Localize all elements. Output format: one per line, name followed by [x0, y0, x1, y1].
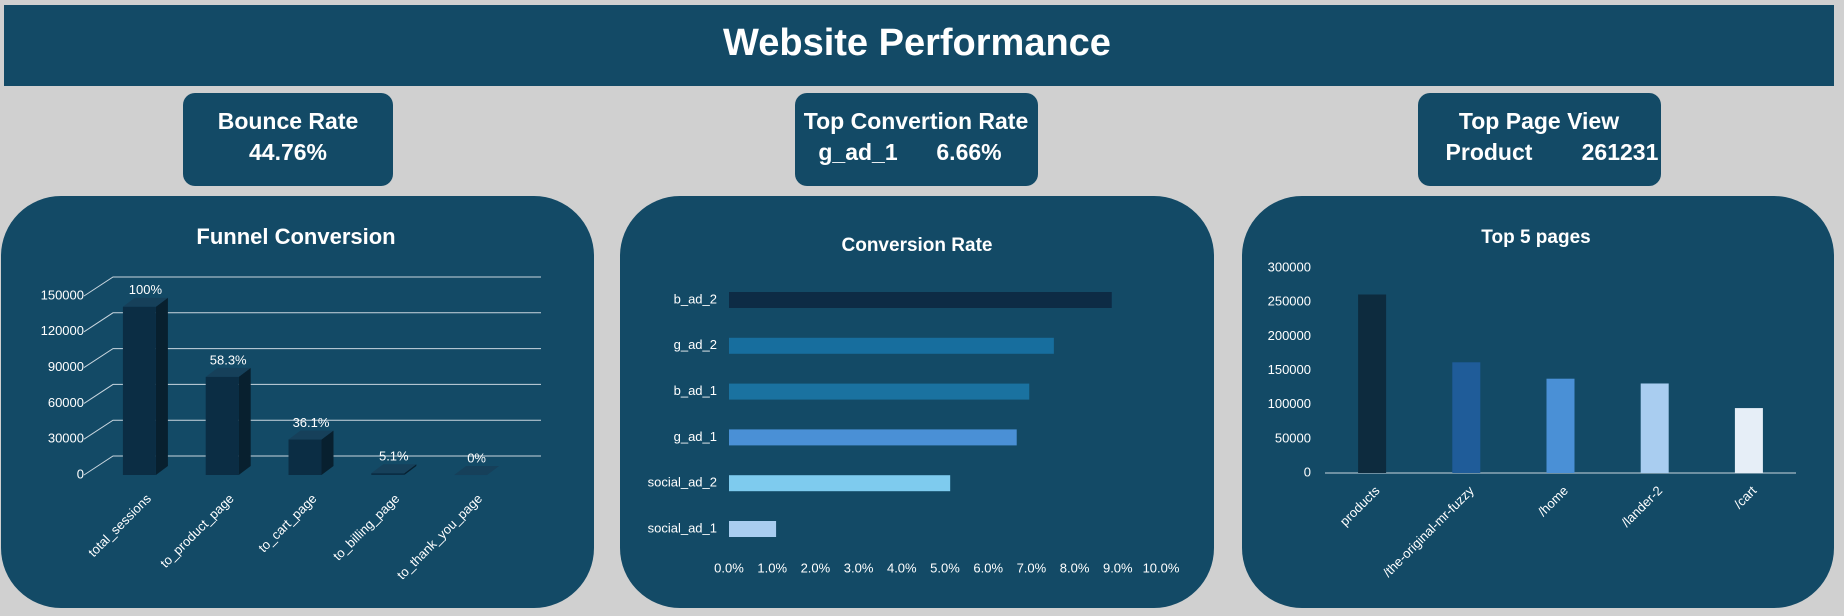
kpi-title: Top Page View [1459, 108, 1619, 134]
header-bar [4, 5, 1834, 86]
y-tick-label: 60000 [48, 395, 84, 410]
bar [1546, 378, 1575, 473]
x-tick-label: 6.0% [973, 560, 1003, 575]
data-label: 5.1% [379, 449, 409, 464]
x-tick-label: 1.0% [757, 560, 787, 575]
bar [729, 337, 1054, 354]
y-tick-label: 50000 [1275, 430, 1311, 445]
grid-line [83, 455, 541, 476]
y-tick-label: b_ad_2 [674, 291, 717, 306]
bar [205, 376, 239, 475]
kpi-value: g_ad_1 [818, 139, 897, 165]
grid-line [83, 348, 541, 369]
kpi-value: 261231 [1582, 139, 1659, 165]
y-tick-label: g_ad_2 [674, 337, 717, 352]
bar-top [205, 367, 251, 377]
bar-side [238, 367, 251, 475]
page-title: Website Performance [723, 22, 1111, 64]
y-tick-label: social_ad_1 [648, 520, 717, 535]
chart-panel [620, 196, 1214, 608]
bar [729, 521, 777, 537]
x-tick-label: 0.0% [714, 560, 744, 575]
data-label: 36.1% [293, 415, 330, 430]
kpi-card [183, 93, 393, 186]
bar-side [155, 297, 168, 475]
grid-line [83, 419, 541, 440]
bar [1734, 408, 1763, 473]
chart-title: Funnel Conversion [196, 224, 395, 249]
bar [729, 383, 1030, 400]
y-tick-label: b_ad_1 [674, 383, 717, 398]
bar [729, 429, 1017, 446]
y-tick-label: 0 [77, 466, 84, 481]
grid-line [83, 276, 541, 297]
kpi-value: 44.76% [249, 139, 327, 165]
bar [288, 439, 322, 475]
x-tick-label: 5.0% [930, 560, 960, 575]
x-tick-label: 2.0% [801, 560, 831, 575]
y-tick-label: 100000 [1268, 396, 1311, 411]
y-tick-label: 200000 [1268, 328, 1311, 343]
bar [1452, 362, 1481, 473]
y-tick-label: g_ad_1 [674, 429, 717, 444]
y-tick-label: 90000 [48, 359, 84, 374]
chart-panel [1242, 196, 1834, 608]
bar [371, 473, 405, 475]
bar-side [404, 464, 417, 475]
bar [729, 292, 1112, 308]
bar-top [122, 297, 168, 307]
chart-title: Conversion Rate [842, 235, 993, 256]
kpi-card [1418, 93, 1661, 186]
kpi-title: Top Convertion Rate [804, 108, 1028, 134]
kpi-title: Bounce Rate [218, 108, 359, 134]
bar [122, 306, 156, 475]
bar-top [454, 466, 500, 475]
y-tick-label: 120000 [41, 323, 84, 338]
y-tick-label: 0 [1304, 464, 1311, 479]
x-tick-label: 10.0% [1143, 560, 1180, 575]
bar-top [371, 464, 417, 474]
y-tick-label: 30000 [48, 431, 84, 446]
bar [729, 475, 951, 492]
y-tick-label: 150000 [1268, 362, 1311, 377]
bar-side [321, 430, 334, 475]
data-label: 0% [467, 450, 486, 465]
data-label: 100% [129, 282, 163, 297]
x-tick-label: 8.0% [1060, 560, 1090, 575]
data-label: 58.3% [210, 352, 247, 367]
x-tick-label: 4.0% [887, 560, 917, 575]
y-tick-label: social_ad_2 [648, 475, 717, 490]
kpi-value: Product [1446, 139, 1533, 165]
kpi-value: 6.66% [936, 139, 1001, 165]
grid-line [83, 312, 541, 333]
y-tick-label: 150000 [41, 287, 84, 302]
x-tick-label: 3.0% [844, 560, 874, 575]
y-tick-label: 250000 [1268, 294, 1311, 309]
x-tick-label: 7.0% [1017, 560, 1047, 575]
bar-top [288, 430, 334, 440]
bar [1358, 294, 1387, 473]
chart-title: Top 5 pages [1481, 227, 1590, 248]
bar [1640, 383, 1669, 473]
x-tick-label: 9.0% [1103, 560, 1133, 575]
grid-line [83, 383, 541, 404]
y-tick-label: 300000 [1268, 259, 1311, 274]
kpi-card [795, 93, 1038, 186]
